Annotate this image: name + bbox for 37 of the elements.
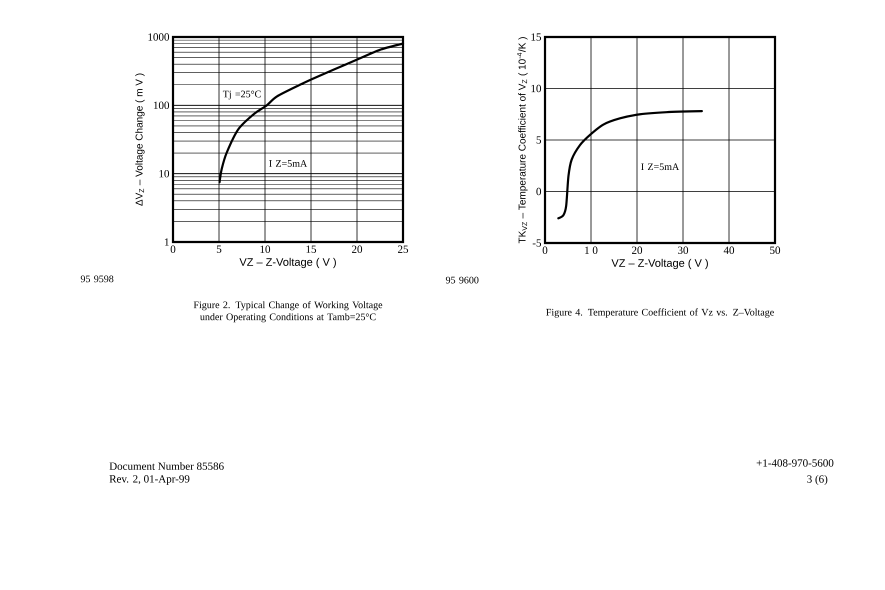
- text: Document Number 85586: [110, 462, 224, 470]
- y-axis-title: ΔV$_{Z}$ – Voltage Change ( m V ): [135, 74, 145, 206]
- y-tick-label: 5: [536, 136, 542, 144]
- x-tick-label: 5: [216, 246, 222, 253]
- x-tick-label: 15: [306, 246, 316, 253]
- y-tick-label: 0: [536, 188, 542, 196]
- y-tick-label: 10: [531, 84, 542, 92]
- text: +1-408-970-5600: [756, 459, 834, 467]
- x-tick-label: 20: [352, 246, 362, 253]
- y-tick-label: 1000: [148, 33, 170, 41]
- text: 95 9598: [80, 276, 114, 282]
- x-tick-label: 10: [260, 246, 270, 253]
- caption: Figure 2. Typical Change of Working Voltage under Operating Conditions at Tamb=25°C: [194, 301, 382, 322]
- x-tick-label: 1 0: [585, 246, 598, 254]
- text: 3 (6): [807, 475, 828, 485]
- y-tick-label: -5: [532, 239, 542, 247]
- y-tick-label: 15: [531, 33, 542, 41]
- text: 95 9600: [446, 276, 478, 284]
- x-tick-label: 50: [770, 246, 780, 254]
- caption: Figure 4. Temperature Coefficient of Vz vs. Z–Voltage: [546, 308, 774, 318]
- y-axis-title: TK$_{VZ}$ – Temperature Coefficient of V$_{Z}$ ( 10$^{-4}$/K ): [517, 37, 528, 244]
- x-tick-label: 25: [398, 246, 408, 253]
- x-tick-label: 20: [632, 246, 642, 254]
- x-tick-label: 40: [724, 246, 734, 254]
- x-axis-title: VZ – Z-Voltage ( V ): [239, 258, 336, 268]
- x-axis-title: VZ – Z-Voltage ( V ): [611, 258, 708, 270]
- annotation: I Z=5mA: [641, 163, 680, 170]
- x-tick-label: 0: [542, 246, 548, 254]
- text: Rev. 2, 01-Apr-99: [110, 475, 190, 485]
- annotation: Tj =25°C: [222, 90, 261, 100]
- y-tick-label: 100: [154, 102, 170, 110]
- y-tick-label: 1: [164, 238, 169, 246]
- line-series: [557, 110, 703, 220]
- x-tick-label: 30: [678, 246, 688, 254]
- annotation: I Z=5mA: [269, 160, 308, 167]
- x-tick-label: 0: [170, 246, 176, 253]
- y-tick-label: 10: [159, 170, 170, 178]
